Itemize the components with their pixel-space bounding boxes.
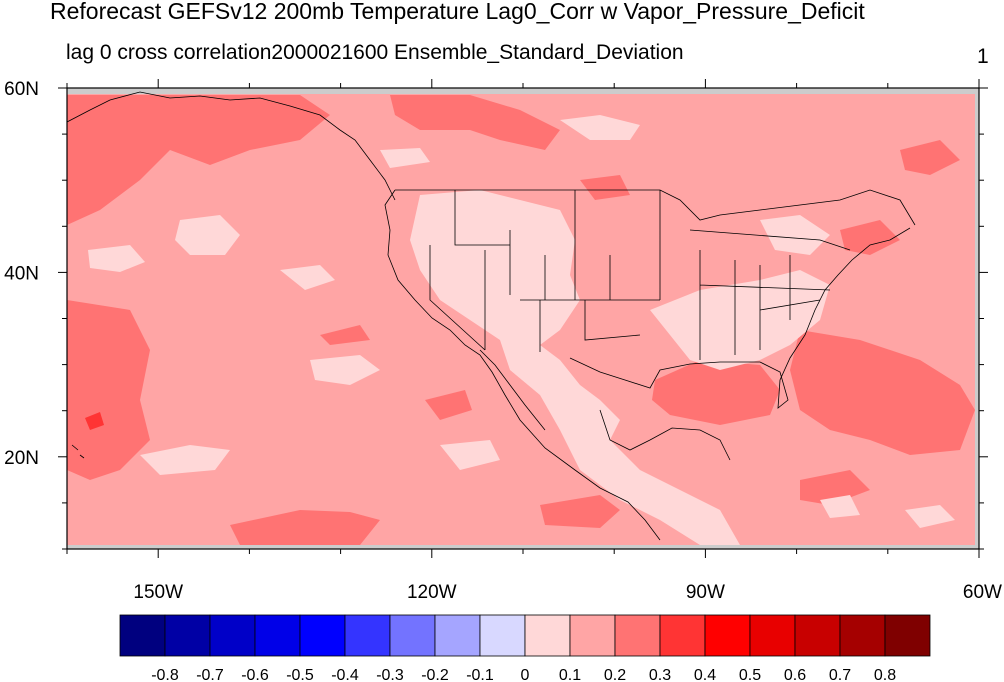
hawaii-islands	[71, 444, 85, 459]
missing-data-strip	[67, 545, 979, 549]
colorbar-label: -0.5	[286, 667, 314, 682]
lat-label: 20N	[4, 448, 39, 469]
contour-0-3-to-0-4	[85, 412, 104, 430]
lon-label: 60W	[963, 582, 1002, 603]
panel-number: 1	[977, 45, 989, 68]
political-boundaries	[67, 91, 916, 541]
state-borders	[429, 190, 851, 360]
lon-label: 150W	[133, 582, 183, 603]
contour-0-to-0-1	[88, 115, 955, 545]
lon-label: 120W	[407, 582, 457, 603]
colorbar-swatch	[569, 614, 616, 657]
chart-title: Reforecast GEFSv12 200mb Temperature Lag…	[50, 0, 865, 24]
colorbar-label: -0.3	[376, 667, 404, 682]
colorbar-swatch	[524, 614, 571, 657]
colorbar-swatch	[659, 614, 706, 657]
latitude-labels: 60N 40N 20N	[4, 79, 39, 469]
missing-data-strip	[975, 88, 979, 549]
lon-label: 90W	[686, 582, 725, 603]
colorbar-swatch	[119, 614, 166, 657]
us-canada-border	[395, 189, 916, 226]
colorbar-label: 0.5	[739, 667, 761, 682]
colorbar-label: 0.7	[829, 667, 851, 682]
baja-coastline	[479, 349, 546, 431]
colorbar-label: -0.1	[466, 667, 494, 682]
colorbar-swatch	[344, 614, 391, 657]
colorbar-label: -0.2	[421, 667, 449, 682]
colorbar-label: -0.8	[151, 667, 179, 682]
lat-label: 40N	[4, 263, 39, 284]
contour-0-2-to-0-3	[67, 95, 975, 545]
colorbar-label: 0.3	[649, 667, 671, 682]
colorbar-swatch	[254, 614, 301, 657]
lat-label: 60N	[4, 79, 39, 100]
colorbar-swatch	[209, 614, 256, 657]
colorbar-label: 0.8	[874, 667, 896, 682]
colorbar-label: -0.6	[241, 667, 269, 682]
colorbar-label: -0.7	[196, 667, 224, 682]
axis-ticks	[58, 79, 988, 558]
colorbar-swatch	[389, 614, 436, 657]
pacific-coastline	[384, 189, 661, 541]
colorbar-swatch	[164, 614, 211, 657]
colorbar-swatch	[614, 614, 661, 657]
chart-subtitle: lag 0 cross correlation2000021600 Ensemb…	[66, 41, 684, 64]
colorbar-label: 0.2	[604, 667, 626, 682]
map-field	[67, 88, 979, 549]
colorbar-label: 0.1	[559, 667, 581, 682]
colorbar-swatch	[884, 614, 931, 657]
mexico-gulf-coastline	[599, 409, 731, 461]
colorbar-label: 0.6	[784, 667, 806, 682]
alaska-canada-coastline	[67, 91, 396, 201]
colorbar-swatch	[749, 614, 796, 657]
colorbar-swatch	[434, 614, 481, 657]
colorbar	[119, 614, 931, 657]
colorbar-label: -0.4	[331, 667, 359, 682]
colorbar-swatch	[479, 614, 526, 657]
missing-data-strip	[67, 88, 979, 94]
colorbar-swatch	[704, 614, 751, 657]
colorbar-labels: -0.8 -0.7 -0.6 -0.5 -0.4 -0.3 -0.2 -0.1 0 0.1 0.2 0…	[151, 667, 896, 682]
colorbar-label: 0.4	[694, 667, 716, 682]
colorbar-label: 0	[521, 667, 530, 682]
colorbar-swatch	[794, 614, 841, 657]
longitude-labels: 150W 120W 90W 60W	[133, 582, 1002, 603]
gulf-atlantic-coastline	[569, 227, 911, 409]
colorbar-swatch	[299, 614, 346, 657]
colorbar-swatch	[839, 614, 886, 657]
